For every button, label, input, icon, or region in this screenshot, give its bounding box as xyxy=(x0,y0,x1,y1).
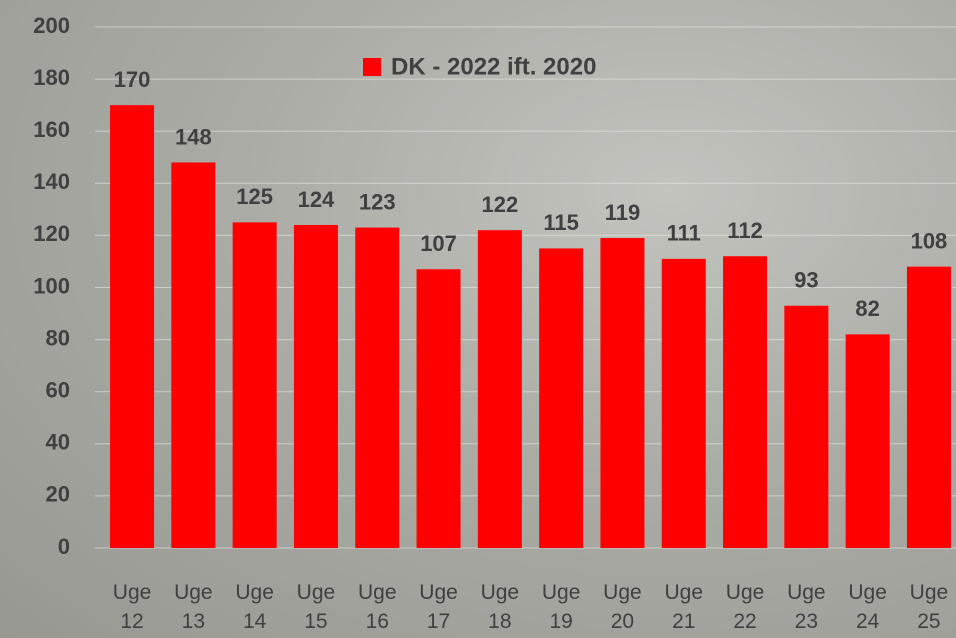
x-tick-label: Uge 19 xyxy=(541,581,581,633)
y-tick-label: 40 xyxy=(46,430,70,455)
x-tick-label: Uge 20 xyxy=(603,581,642,633)
value-label: 115 xyxy=(543,210,579,235)
value-label: 125 xyxy=(236,184,273,209)
bar xyxy=(416,269,461,548)
value-label: 119 xyxy=(605,200,641,225)
x-tick-label: Uge 12 xyxy=(112,581,152,633)
bar xyxy=(600,238,645,548)
x-tick-label: Uge 17 xyxy=(419,581,458,633)
value-label: 82 xyxy=(855,296,879,321)
value-label: 122 xyxy=(481,192,518,217)
bar xyxy=(539,248,584,549)
legend-swatch xyxy=(363,58,381,76)
x-tick-label: Uge 22 xyxy=(725,581,765,633)
y-tick-label: 140 xyxy=(33,169,70,194)
value-label: 112 xyxy=(727,218,763,243)
bar xyxy=(723,256,768,548)
y-tick-label: 0 xyxy=(58,534,70,559)
bar xyxy=(661,258,706,548)
x-tick-label: Uge 21 xyxy=(664,581,704,633)
x-tick-label: Uge 15 xyxy=(296,581,336,633)
x-tick-label: Uge 24 xyxy=(848,581,887,633)
y-tick-label: 180 xyxy=(33,65,70,90)
y-tick-label: 100 xyxy=(33,273,70,298)
y-tick-label: 160 xyxy=(33,117,70,142)
value-label: 108 xyxy=(911,228,948,253)
value-label: 107 xyxy=(420,231,457,256)
bar xyxy=(232,222,277,548)
x-tick-label: Uge 18 xyxy=(480,581,520,633)
bar xyxy=(784,305,829,548)
bar xyxy=(171,162,216,548)
bar xyxy=(355,227,400,548)
value-label: 124 xyxy=(298,187,335,212)
y-tick-label: 200 xyxy=(33,13,70,38)
y-tick-label: 120 xyxy=(33,221,70,246)
value-label: 93 xyxy=(794,268,818,293)
value-label: 148 xyxy=(175,124,212,149)
bar xyxy=(477,230,522,548)
bar xyxy=(906,266,951,548)
bar xyxy=(293,224,338,549)
x-tick-label: Uge 16 xyxy=(357,581,397,633)
x-tick-label: Uge 13 xyxy=(174,581,213,633)
value-label: 170 xyxy=(114,67,151,92)
x-tick-label: Uge 23 xyxy=(787,581,826,633)
bar xyxy=(845,334,890,548)
y-tick-label: 60 xyxy=(46,378,70,403)
x-tick-label: Uge 14 xyxy=(235,581,274,633)
y-tick-label: 20 xyxy=(46,482,70,507)
value-label: 111 xyxy=(667,221,701,246)
bar xyxy=(110,105,155,549)
x-tick-label: Uge 25 xyxy=(909,581,949,633)
legend-label: DK - 2022 ift. 2020 xyxy=(391,53,596,80)
y-tick-label: 80 xyxy=(46,325,70,350)
value-label: 123 xyxy=(359,189,396,214)
